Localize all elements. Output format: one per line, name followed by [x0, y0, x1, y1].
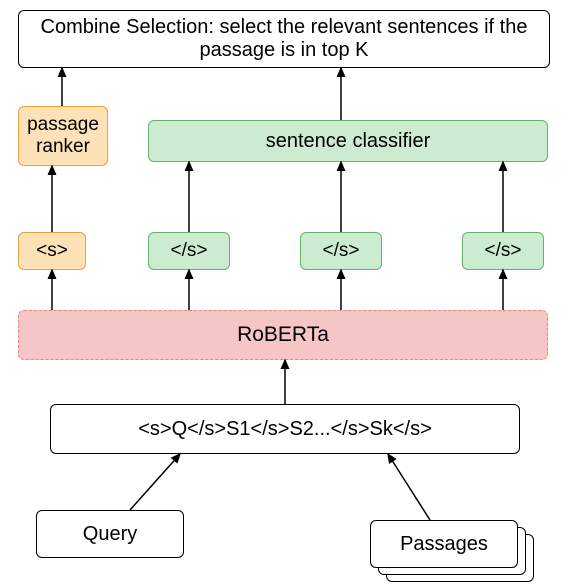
- roberta-box: RoBERTa: [18, 310, 548, 360]
- query-text: Query: [83, 523, 137, 546]
- input-sequence-text: <s>Q</s>S1</s>S2...</s>Sk</s>: [138, 418, 432, 441]
- sentence-classifier-box: sentence classifier: [148, 120, 548, 162]
- passage-ranker-text: passage ranker: [23, 114, 103, 158]
- token-close-s1-text: </s>: [171, 240, 208, 262]
- passages-box: Passages: [370, 520, 518, 568]
- token-close-s3-text: </s>: [485, 240, 522, 262]
- token-close-s2-box: </s>: [300, 232, 382, 270]
- token-s-box: <s>: [18, 232, 86, 270]
- token-s-text: <s>: [36, 240, 68, 262]
- token-close-s2-text: </s>: [323, 240, 360, 262]
- combine-selection-box: Combine Selection: select the relevant s…: [18, 10, 550, 68]
- roberta-text: RoBERTa: [237, 323, 329, 347]
- passage-ranker-box: passage ranker: [18, 106, 108, 166]
- token-close-s1-box: </s>: [148, 232, 230, 270]
- token-close-s3-box: </s>: [462, 232, 544, 270]
- input-sequence-box: <s>Q</s>S1</s>S2...</s>Sk</s>: [50, 404, 520, 454]
- passages-text: Passages: [400, 533, 488, 556]
- query-box: Query: [36, 510, 184, 558]
- combine-selection-text: Combine Selection: select the relevant s…: [23, 16, 545, 62]
- sentence-classifier-text: sentence classifier: [266, 130, 431, 153]
- arrows-layer: [0, 0, 568, 586]
